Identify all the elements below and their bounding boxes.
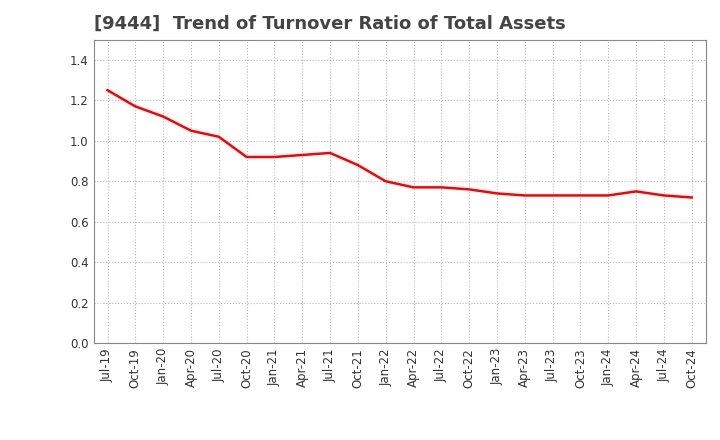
Text: [9444]  Trend of Turnover Ratio of Total Assets: [9444] Trend of Turnover Ratio of Total … (94, 15, 565, 33)
